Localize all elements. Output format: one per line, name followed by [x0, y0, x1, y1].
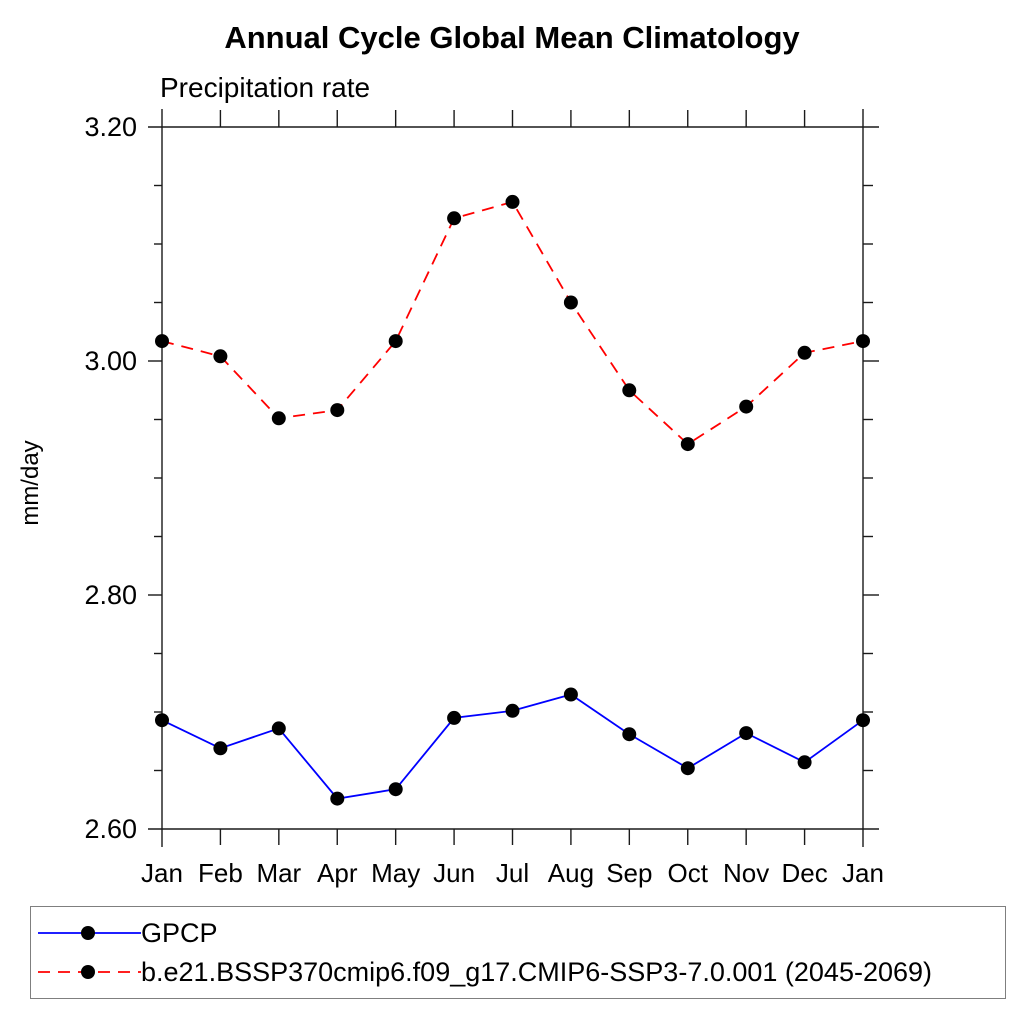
x-tick-label: Jun [433, 858, 475, 888]
data-point-marker [680, 761, 695, 776]
x-tick-label: Aug [548, 858, 594, 888]
y-tick-label: 2.80 [84, 580, 137, 610]
x-tick-label: Feb [198, 858, 243, 888]
data-point-marker [447, 211, 462, 226]
data-point-marker [563, 295, 578, 310]
data-point-marker [505, 703, 520, 718]
data-point-marker [739, 726, 754, 741]
chart-subtitle: Precipitation rate [160, 72, 371, 103]
x-tick-label: Apr [317, 858, 358, 888]
data-point-marker [271, 411, 286, 426]
data-point-marker [622, 727, 637, 742]
legend-row-model: b.e21.BSSP370cmip6.f09_g17.CMIP6-SSP3-7.… [38, 957, 933, 987]
legend-label: GPCP [141, 918, 218, 948]
x-tick-labels: Jan Feb Mar Apr May Jun Jul Aug Sep Oct Nov Dec Jan [141, 858, 884, 888]
legend-marker [81, 965, 95, 979]
legend-label: b.e21.BSSP370cmip6.f09_g17.CMIP6-SSP3-7.… [141, 957, 933, 987]
x-tick-label: Jul [496, 858, 529, 888]
data-point-marker [797, 345, 812, 360]
data-point-marker [622, 383, 637, 398]
y-tick-label: 2.60 [84, 814, 137, 844]
data-point-marker [155, 334, 169, 349]
series-markers-model [155, 194, 870, 452]
x-ticks [219, 110, 806, 845]
series-line-model [161, 200, 864, 446]
data-point-marker [797, 755, 812, 770]
data-point-marker [271, 721, 286, 736]
x-tick-label: May [371, 858, 420, 888]
series-markers-gpcp [155, 687, 870, 806]
y-axis-title: mm/day [17, 440, 44, 525]
x-tick-label: Dec [781, 858, 827, 888]
y-tick-label: 3.20 [84, 112, 137, 142]
legend-swatch-line [38, 926, 141, 940]
data-point-marker [330, 791, 345, 806]
chart-title: Annual Cycle Global Mean Climatology [224, 20, 800, 55]
y-tick-labels: 3.20 3.00 2.80 2.60 [84, 112, 137, 844]
y-tick-label: 3.00 [84, 346, 137, 376]
x-tick-label: Mar [256, 858, 301, 888]
data-point-marker [447, 710, 462, 725]
data-point-marker [680, 437, 695, 452]
legend-swatch-line [38, 965, 141, 979]
data-point-marker [856, 334, 870, 349]
data-point-marker [388, 334, 403, 349]
legend-marker [81, 926, 95, 940]
data-point-marker [856, 713, 870, 728]
data-point-marker [505, 194, 520, 209]
data-point-marker [739, 399, 754, 414]
data-point-marker [563, 687, 578, 702]
legend: GPCP b.e21.BSSP370cmip6.f09_g17.CMIP6-SSP… [30, 906, 1006, 999]
data-point-marker [388, 782, 403, 797]
data-point-marker [330, 403, 345, 418]
x-tick-label: Jan [141, 858, 183, 888]
x-tick-label: Sep [606, 858, 652, 888]
legend-row-gpcp: GPCP [38, 918, 218, 948]
data-point-marker [213, 349, 228, 364]
data-point-marker [155, 713, 169, 728]
x-tick-label: Oct [668, 858, 709, 888]
y-ticks [148, 184, 879, 772]
x-tick-label: Jan [842, 858, 884, 888]
x-tick-label: Nov [723, 858, 769, 888]
data-point-marker [213, 741, 228, 756]
